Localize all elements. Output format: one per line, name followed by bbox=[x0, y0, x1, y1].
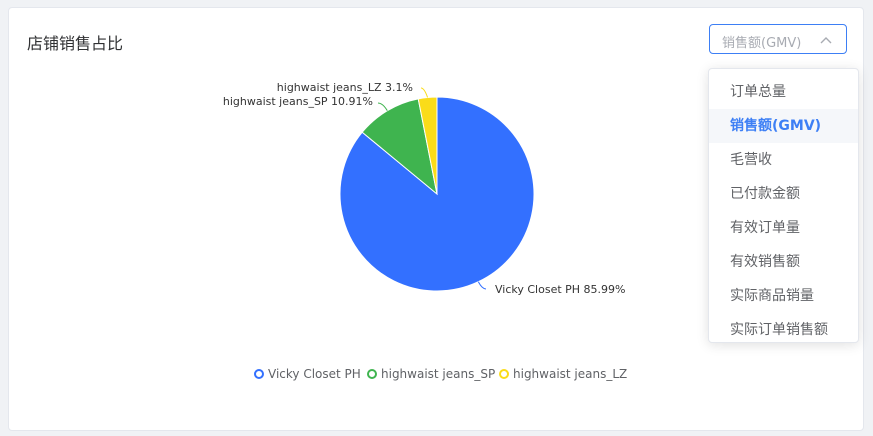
chevron-up-icon bbox=[820, 37, 832, 44]
metric-option[interactable]: 订单总量 bbox=[730, 84, 786, 100]
slice-data-label: Vicky Closet PH 85.99% bbox=[495, 283, 626, 296]
pie-slice[interactable] bbox=[417, 96, 438, 195]
metric-option[interactable]: 实际订单销售额 bbox=[730, 322, 828, 338]
metric-option[interactable]: 实际商品销量 bbox=[730, 288, 814, 304]
slice-data-label: highwaist jeans_SP 10.91% bbox=[223, 95, 373, 108]
leader-line bbox=[420, 87, 429, 98]
metric-option[interactable]: 已付款金额 bbox=[730, 186, 800, 202]
leader-line bbox=[377, 102, 388, 111]
metric-dropdown: 订单总量销售额(GMV) 毛营收已付款金额有效订单量有效销售额实际商品销量 实际订单… bbox=[708, 68, 859, 343]
pie-slice[interactable] bbox=[361, 98, 438, 196]
legend-label: Vicky Closet PH bbox=[268, 367, 361, 381]
leader-line bbox=[477, 281, 487, 290]
metric-option[interactable]: 毛营收 bbox=[730, 152, 772, 168]
metric-option[interactable]: 有效订单量 bbox=[730, 220, 800, 236]
legend-swatch-icon bbox=[499, 369, 509, 379]
legend-label: highwaist jeans_SP bbox=[381, 367, 496, 381]
legend-swatch-icon bbox=[254, 369, 264, 379]
chart-legend: Vicky Closet PH highwaist jeans_SP highwai… bbox=[0, 366, 873, 382]
card-title: 店铺销售占比 bbox=[27, 34, 124, 53]
legend-label: highwaist jeans_LZ bbox=[513, 367, 628, 381]
slice-data-label: highwaist jeans_LZ 3.1% bbox=[277, 81, 413, 94]
metric-option[interactable]: 有效销售额 bbox=[730, 254, 800, 270]
metric-select[interactable]: 销售额(GMV) bbox=[709, 24, 847, 54]
metric-option[interactable]: 销售额(GMV) bbox=[709, 109, 858, 143]
legend-swatch-icon bbox=[367, 369, 377, 379]
metric-select-value: 销售额(GMV) bbox=[722, 36, 802, 51]
